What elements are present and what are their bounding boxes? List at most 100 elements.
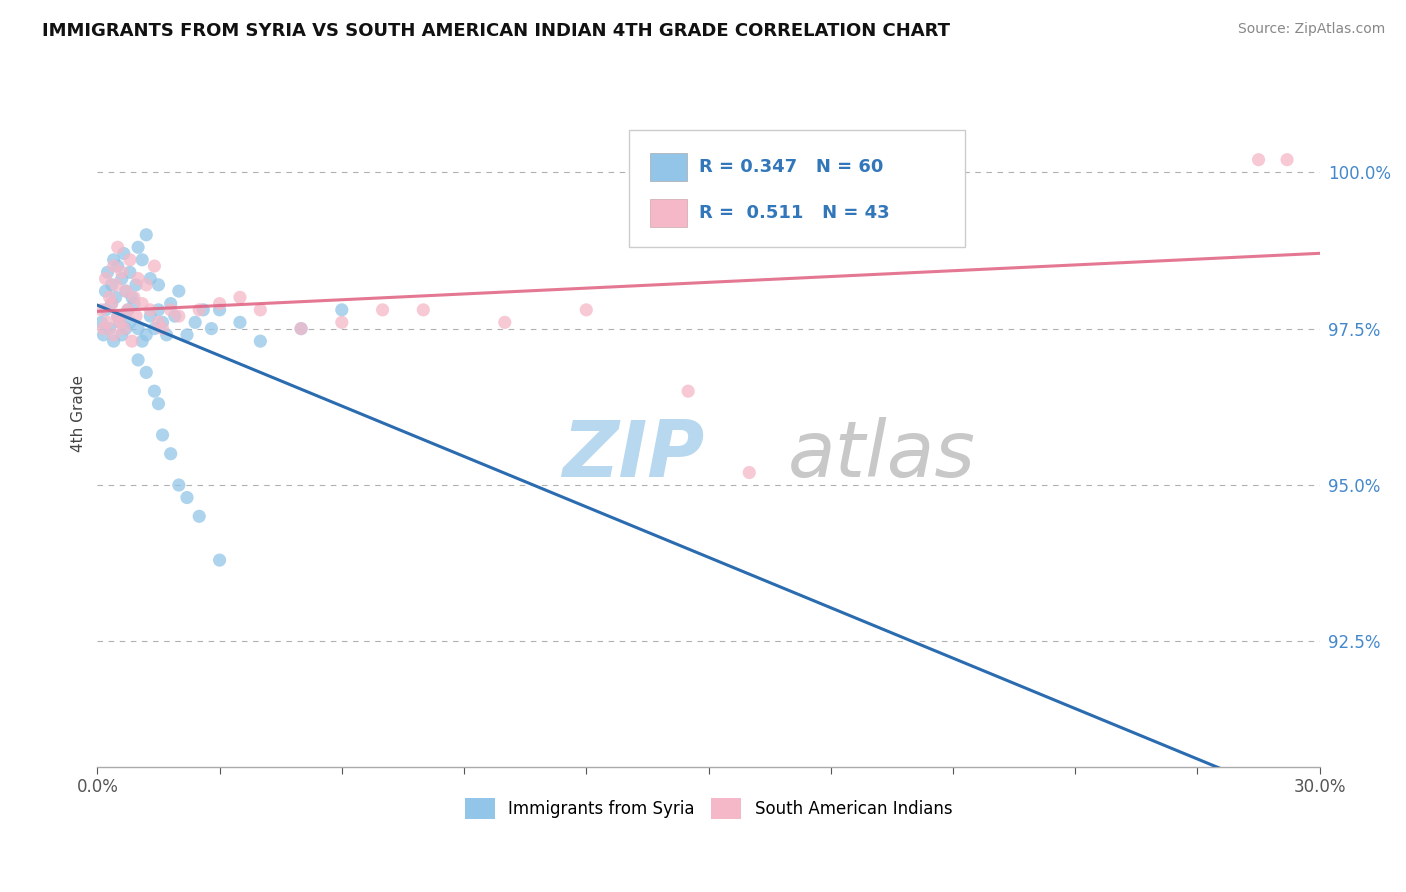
Point (229, 315, 252, 329)
Point (135, 277, 157, 292)
Point (117, 302, 139, 317)
Point (127, 271, 149, 285)
Point (229, 290, 252, 304)
Point (738, 466, 761, 480)
Point (107, 309, 129, 323)
Point (143, 321, 166, 335)
Point (249, 302, 271, 317)
Point (163, 309, 186, 323)
Point (148, 397, 170, 411)
Point (148, 315, 170, 329)
Point (139, 271, 162, 285)
Point (111, 271, 134, 285)
Point (494, 315, 516, 329)
Point (121, 334, 143, 348)
Point (208, 296, 231, 310)
Point (118, 315, 141, 329)
Point (290, 321, 312, 335)
Point (94, 284, 117, 298)
Point (152, 321, 174, 335)
Point (96, 315, 118, 329)
Point (159, 296, 181, 310)
Point (208, 553, 231, 567)
Point (125, 277, 148, 292)
Point (290, 321, 312, 335)
Text: ZIP: ZIP (562, 417, 704, 493)
Point (131, 296, 153, 310)
FancyBboxPatch shape (650, 199, 686, 227)
Text: Source: ZipAtlas.com: Source: ZipAtlas.com (1237, 22, 1385, 37)
Point (112, 246, 135, 260)
Point (127, 321, 149, 335)
Legend: Immigrants from Syria, South American Indians: Immigrants from Syria, South American In… (458, 792, 959, 825)
Point (200, 321, 222, 335)
Point (90, 315, 112, 329)
Point (121, 290, 143, 304)
Point (148, 277, 170, 292)
Point (143, 384, 166, 399)
Point (107, 309, 129, 323)
Text: atlas: atlas (787, 417, 976, 493)
Point (90, 302, 112, 317)
Point (111, 327, 134, 342)
Point (152, 315, 174, 329)
Point (100, 296, 122, 310)
Point (167, 284, 190, 298)
Point (107, 259, 129, 273)
Text: R =  0.511   N = 43: R = 0.511 N = 43 (699, 203, 890, 222)
Point (152, 428, 174, 442)
Text: IMMIGRANTS FROM SYRIA VS SOUTH AMERICAN INDIAN 4TH GRADE CORRELATION CHART: IMMIGRANTS FROM SYRIA VS SOUTH AMERICAN … (42, 22, 950, 40)
Point (208, 302, 231, 317)
Point (96, 265, 118, 279)
Point (93, 321, 115, 335)
Point (176, 327, 198, 342)
Point (122, 296, 145, 310)
Point (188, 509, 211, 524)
Point (98, 321, 121, 335)
Point (100, 296, 122, 310)
Point (94, 302, 117, 317)
Point (127, 352, 149, 367)
Point (575, 302, 598, 317)
Point (139, 309, 162, 323)
Point (103, 327, 125, 342)
FancyBboxPatch shape (628, 130, 965, 247)
Point (1247, 153, 1270, 167)
Point (159, 302, 181, 317)
Point (107, 240, 129, 254)
Point (167, 309, 190, 323)
Point (135, 366, 157, 380)
Point (111, 265, 134, 279)
Point (676, 384, 699, 399)
Point (159, 447, 181, 461)
Point (330, 302, 353, 317)
Point (103, 259, 125, 273)
Point (104, 290, 127, 304)
Point (135, 227, 157, 242)
Point (108, 315, 131, 329)
Point (167, 478, 190, 492)
Point (115, 321, 138, 335)
Point (188, 302, 211, 317)
Point (94, 271, 117, 285)
Point (115, 284, 138, 298)
Point (330, 315, 353, 329)
Point (103, 334, 125, 348)
Point (176, 491, 198, 505)
Point (127, 240, 149, 254)
Point (93, 327, 115, 342)
Point (118, 265, 141, 279)
Point (148, 302, 170, 317)
Point (108, 315, 131, 329)
Point (135, 327, 157, 342)
Point (98, 290, 121, 304)
Point (131, 334, 153, 348)
Point (125, 309, 148, 323)
Point (115, 284, 138, 298)
Y-axis label: 4th Grade: 4th Grade (72, 375, 86, 451)
Point (143, 259, 166, 273)
Point (112, 321, 135, 335)
Point (412, 302, 434, 317)
Text: R = 0.347   N = 60: R = 0.347 N = 60 (699, 158, 883, 176)
Point (249, 334, 271, 348)
